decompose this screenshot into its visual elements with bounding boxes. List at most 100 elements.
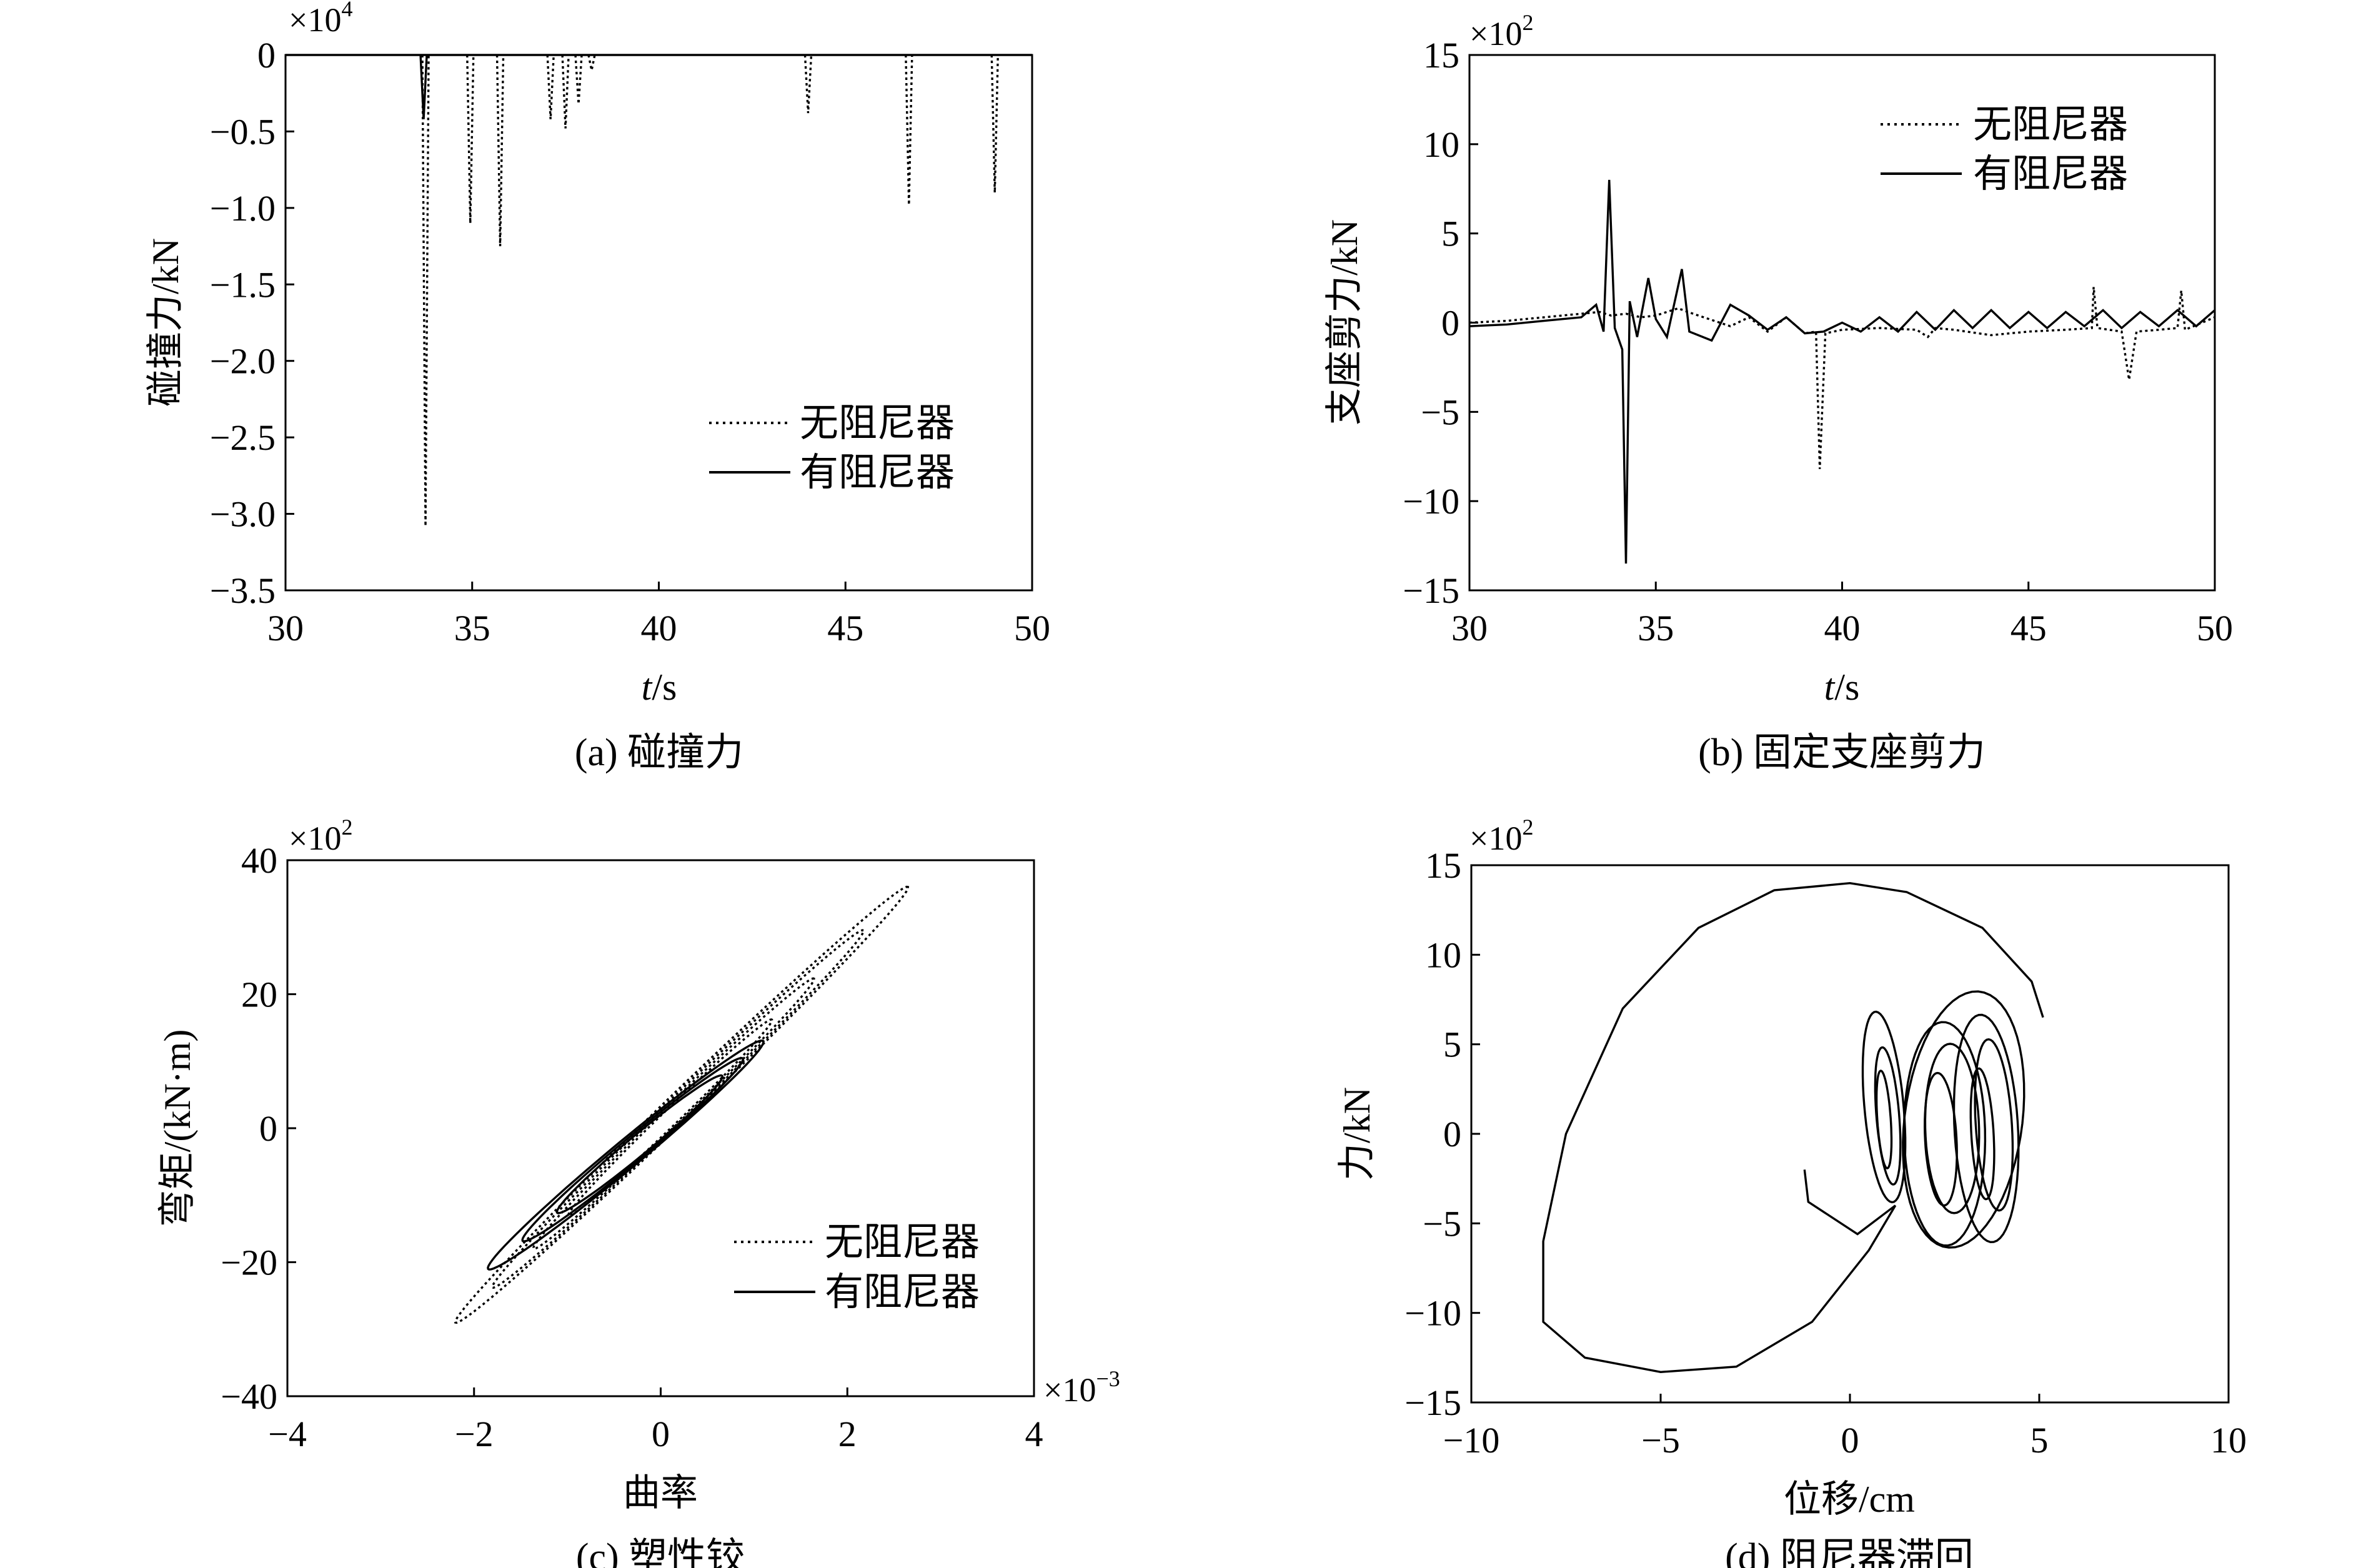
x-tick-labels: 30 35 40 45 50 (1451, 582, 2233, 648)
series-group (286, 54, 1032, 527)
loop-no-damper (454, 885, 910, 1324)
x-axis-label: 位移/cm (1784, 1479, 1915, 1520)
loop-no-damper (567, 1018, 773, 1218)
plot-frame (1470, 864, 2230, 1404)
y-tick-label: −0.5 (210, 111, 276, 152)
caption: (b) 固定支座剪力 (1698, 732, 1986, 774)
legend-label-with-damper: 有阻尼器 (800, 452, 955, 494)
x-tick-label: −4 (268, 1414, 307, 1454)
hysteresis-inner-loop (1875, 1069, 1893, 1169)
impact-spike-no-damper (561, 54, 570, 129)
plot-frame (284, 54, 1033, 592)
y-tick-label: −10 (1404, 1293, 1461, 1334)
y-tick-label: −5 (1423, 1203, 1461, 1244)
x-tick-label: 40 (1824, 608, 1861, 648)
y-tick-label: −20 (221, 1243, 277, 1283)
y-tick-label: −40 (221, 1376, 277, 1417)
series-group (454, 885, 910, 1324)
x-tick-label: 5 (2030, 1420, 2049, 1461)
x-axis-label: t/s (1824, 667, 1860, 708)
loop-with-damper (521, 1056, 744, 1243)
series-line-no-damper (1469, 287, 2215, 469)
hysteresis-inner-loop (1902, 1021, 1987, 1247)
y-tick-label: −2.0 (210, 341, 276, 382)
y-tick-labels: 15 10 5 0 −5 −10 −15 (1403, 35, 1478, 611)
panel-a-collision-force: 0 −0.5 −1.0 −1.5 −2.0 −2.5 −3.0 −3.5 30 35 40 45 50… (145, 0, 1050, 774)
y-multiplier: ×102 (289, 815, 352, 857)
impact-spike-no-damper (803, 54, 813, 114)
x-tick-label: −2 (455, 1414, 494, 1454)
x-tick-label: 10 (2210, 1420, 2247, 1461)
hysteresis-outer-loop (1542, 881, 2044, 1374)
y-tick-label: −1.0 (210, 188, 276, 229)
x-tick-label: 30 (267, 608, 304, 648)
x-tick-labels: −10 −5 0 5 10 (1443, 1394, 2247, 1461)
y-tick-label: −15 (1403, 570, 1459, 611)
y-tick-label: −3.5 (210, 570, 276, 611)
hysteresis-inner-loop (1874, 1046, 1902, 1186)
loop-with-damper (555, 1074, 724, 1214)
y-multiplier: ×102 (1469, 815, 1533, 857)
y-tick-label: 0 (259, 1108, 277, 1149)
x-tick-label: 50 (2197, 608, 2233, 648)
x-tick-label: 30 (1451, 608, 1488, 648)
y-tick-label: −15 (1404, 1382, 1461, 1423)
series-group (1542, 881, 2044, 1374)
y-tick-label: 5 (1443, 1025, 1461, 1065)
x-tick-label: 50 (1014, 608, 1050, 648)
y-tick-labels: 0 −0.5 −1.0 −1.5 −2.0 −2.5 −3.0 −3.5 (210, 35, 294, 611)
impact-spike-no-damper (587, 54, 596, 71)
loop-with-damper (487, 1039, 765, 1271)
hysteresis-inner-loop (1923, 1071, 1958, 1207)
x-tick-label: 0 (1841, 1420, 1859, 1461)
y-tick-label: 15 (1423, 35, 1459, 76)
y-multiplier: ×102 (1469, 10, 1533, 52)
impact-spike-with-damper (419, 54, 428, 119)
x-axis-label: t/s (642, 667, 677, 708)
x-multiplier: ×10−3 (1043, 1366, 1120, 1409)
y-axis-label: 支座剪力/kN (1324, 219, 1365, 425)
y-tick-label: 0 (1443, 1114, 1461, 1154)
x-tick-label: 45 (2011, 608, 2047, 648)
x-tick-label: 40 (641, 608, 677, 648)
y-tick-label: −1.5 (210, 264, 276, 305)
hysteresis-inner-loop (1969, 1067, 1996, 1201)
plot-frame (286, 859, 1035, 1397)
y-tick-labels: 40 20 0 −20 −40 (221, 840, 296, 1417)
y-tick-label: −5 (1421, 392, 1459, 432)
loop-no-damper (491, 929, 865, 1289)
x-tick-label: 4 (1025, 1414, 1043, 1454)
legend: 无阻尼器 有阻尼器 (709, 402, 955, 494)
y-tick-label: −10 (1403, 481, 1459, 522)
impact-spike-no-damper (466, 54, 475, 224)
hysteresis-inner-loop (1902, 990, 2025, 1249)
legend: 无阻尼器 有阻尼器 (1881, 104, 2128, 196)
loop-no-damper (532, 977, 815, 1250)
legend-label-no-damper: 无阻尼器 (800, 402, 955, 445)
y-tick-label: 15 (1425, 845, 1461, 886)
x-tick-label: 2 (838, 1414, 857, 1454)
x-tick-label: −5 (1641, 1420, 1680, 1461)
x-tick-labels: −4 −2 0 2 4 (268, 1387, 1043, 1454)
impact-spike-no-damper (421, 54, 430, 527)
y-multiplier: ×104 (289, 0, 352, 39)
hysteresis-inner-loop (1952, 1013, 2020, 1244)
y-tick-labels: 15 10 5 0 −5 −10 −15 (1404, 845, 1480, 1423)
y-tick-label: 0 (1441, 303, 1459, 344)
y-tick-label: 10 (1425, 935, 1461, 975)
legend-label-no-damper: 无阻尼器 (825, 1221, 980, 1264)
legend-label-with-damper: 有阻尼器 (825, 1271, 980, 1314)
y-tick-label: −2.5 (210, 417, 276, 458)
legend-label-with-damper: 有阻尼器 (1973, 153, 2128, 196)
x-tick-label: −10 (1443, 1420, 1500, 1461)
impact-spike-no-damper (546, 54, 555, 119)
caption: (a) 碰撞力 (575, 732, 743, 774)
y-tick-label: 20 (241, 975, 277, 1015)
series-line-with-damper (1469, 179, 2216, 564)
caption: (d) 阻尼器滞回 (1725, 1536, 1974, 1568)
hysteresis-inner-loop (1974, 1038, 2014, 1212)
y-tick-label: 0 (257, 35, 276, 76)
